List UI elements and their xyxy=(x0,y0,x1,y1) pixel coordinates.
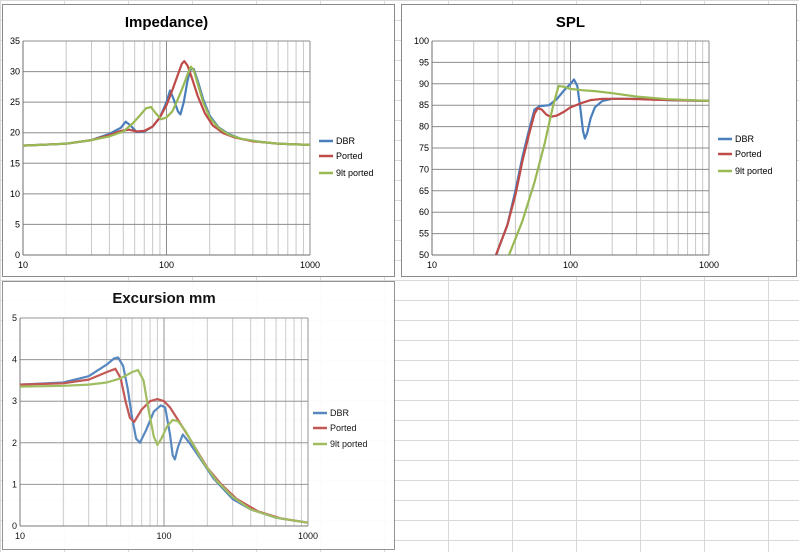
x-tick-label: 10 xyxy=(427,260,437,270)
y-tick-label: 4 xyxy=(12,355,17,365)
y-tick-label: 70 xyxy=(419,164,429,174)
spl-chart-svg: SPL 50 55 60 65 70 75 80 85 90 95 100 10 100 1000 DBR Po… xyxy=(414,14,773,270)
y-tick-label: 85 xyxy=(419,100,429,110)
spl-chart[interactable]: SPL 50 55 60 65 70 75 80 85 90 95 100 10 100 1000 DBR Po… xyxy=(401,4,797,277)
x-tick-label: 100 xyxy=(156,531,171,541)
x-tick-label: 1000 xyxy=(300,260,320,270)
legend-label-ported: Ported xyxy=(735,149,762,159)
series-line-9lt-ported xyxy=(23,65,310,147)
y-tick-label: 0 xyxy=(15,250,20,260)
x-tick-label: 10 xyxy=(15,531,25,541)
y-tick-label: 60 xyxy=(419,207,429,217)
excursion-title: Excursion mm xyxy=(112,290,215,307)
legend-label-dbr: DBR xyxy=(735,134,755,144)
spl-plot-area xyxy=(494,78,709,255)
y-tick-label: 3 xyxy=(12,396,17,406)
legend-label-ported: Ported xyxy=(336,151,363,161)
y-tick-label: 80 xyxy=(419,122,429,132)
y-tick-label: 2 xyxy=(12,438,17,448)
excursion-chart[interactable]: Excursion mm 0 1 2 3 4 5 10 100 1000 DBR Ported 9lt … xyxy=(2,281,395,550)
series-line-ported xyxy=(494,97,709,255)
y-tick-label: 35 xyxy=(10,36,20,46)
y-tick-label: 100 xyxy=(414,36,429,46)
series-line-9lt-ported xyxy=(507,84,709,255)
y-tick-label: 10 xyxy=(10,189,20,199)
impedance-title: Impedance) xyxy=(125,14,208,31)
spl-title: SPL xyxy=(556,14,585,31)
y-tick-label: 0 xyxy=(12,521,17,531)
y-tick-label: 75 xyxy=(419,143,429,153)
excursion-chart-svg: Excursion mm 0 1 2 3 4 5 10 100 1000 DBR Ported 9lt … xyxy=(12,290,368,541)
y-tick-label: 20 xyxy=(10,128,20,138)
y-tick-label: 95 xyxy=(419,57,429,67)
impedance-chart[interactable]: Impedance) 0 5 10 15 20 25 30 35 10 100 1000 DBR Port… xyxy=(2,4,395,277)
x-tick-label: 1000 xyxy=(298,531,318,541)
y-tick-label: 5 xyxy=(15,219,20,229)
excursion-plot-area xyxy=(20,356,308,524)
x-tick-label: 10 xyxy=(18,260,28,270)
impedance-chart-svg: Impedance) 0 5 10 15 20 25 30 35 10 100 1000 DBR Port… xyxy=(10,14,374,270)
legend-label-9lt-ported: 9lt ported xyxy=(735,166,773,176)
legend-label-dbr: DBR xyxy=(330,408,350,418)
y-tick-label: 55 xyxy=(419,229,429,239)
legend-label-9lt-ported: 9lt ported xyxy=(330,439,368,449)
legend-label-9lt-ported: 9lt ported xyxy=(336,168,374,178)
x-tick-label: 1000 xyxy=(699,260,719,270)
y-tick-label: 15 xyxy=(10,158,20,168)
x-tick-label: 100 xyxy=(159,260,174,270)
y-tick-label: 5 xyxy=(12,313,17,323)
series-line-ported xyxy=(23,60,310,147)
legend-label-ported: Ported xyxy=(330,423,357,433)
series-line-9lt-ported xyxy=(20,368,308,524)
y-tick-label: 25 xyxy=(10,97,20,107)
series-line-dbr xyxy=(494,78,709,255)
x-tick-label: 100 xyxy=(563,260,578,270)
y-tick-label: 1 xyxy=(12,479,17,489)
legend-label-dbr: DBR xyxy=(336,136,356,146)
y-tick-label: 65 xyxy=(419,186,429,196)
y-tick-label: 90 xyxy=(419,79,429,89)
impedance-plot-area xyxy=(23,60,310,147)
y-tick-label: 30 xyxy=(10,67,20,77)
y-tick-label: 50 xyxy=(419,250,429,260)
